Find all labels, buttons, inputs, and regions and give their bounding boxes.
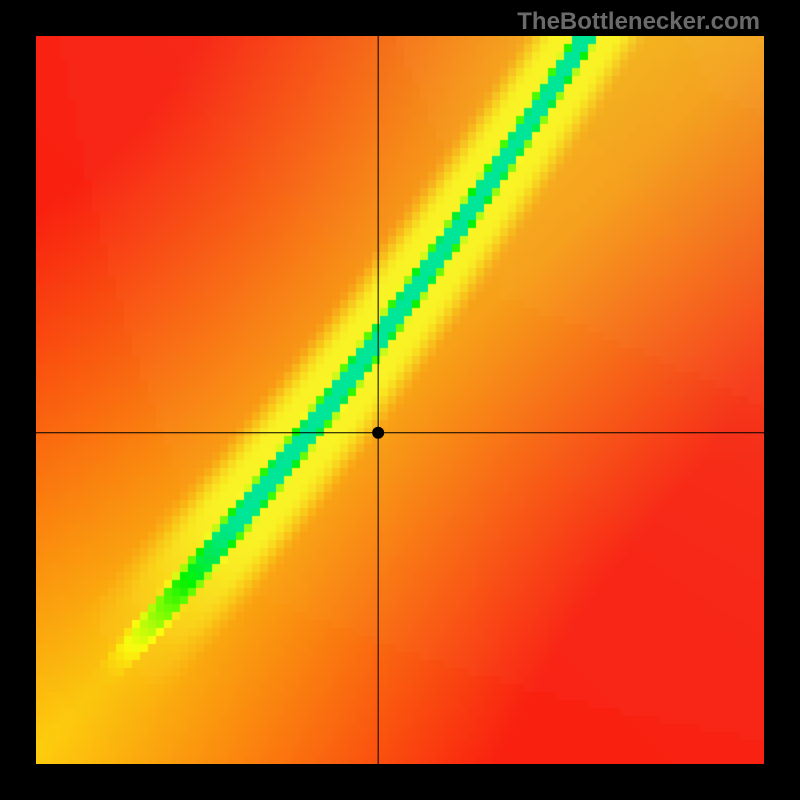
bottleneck-marker <box>372 427 384 439</box>
chart-container: TheBottlenecker.com <box>0 0 800 800</box>
overlay-layer <box>0 0 800 800</box>
watermark-text: TheBottlenecker.com <box>517 8 760 36</box>
